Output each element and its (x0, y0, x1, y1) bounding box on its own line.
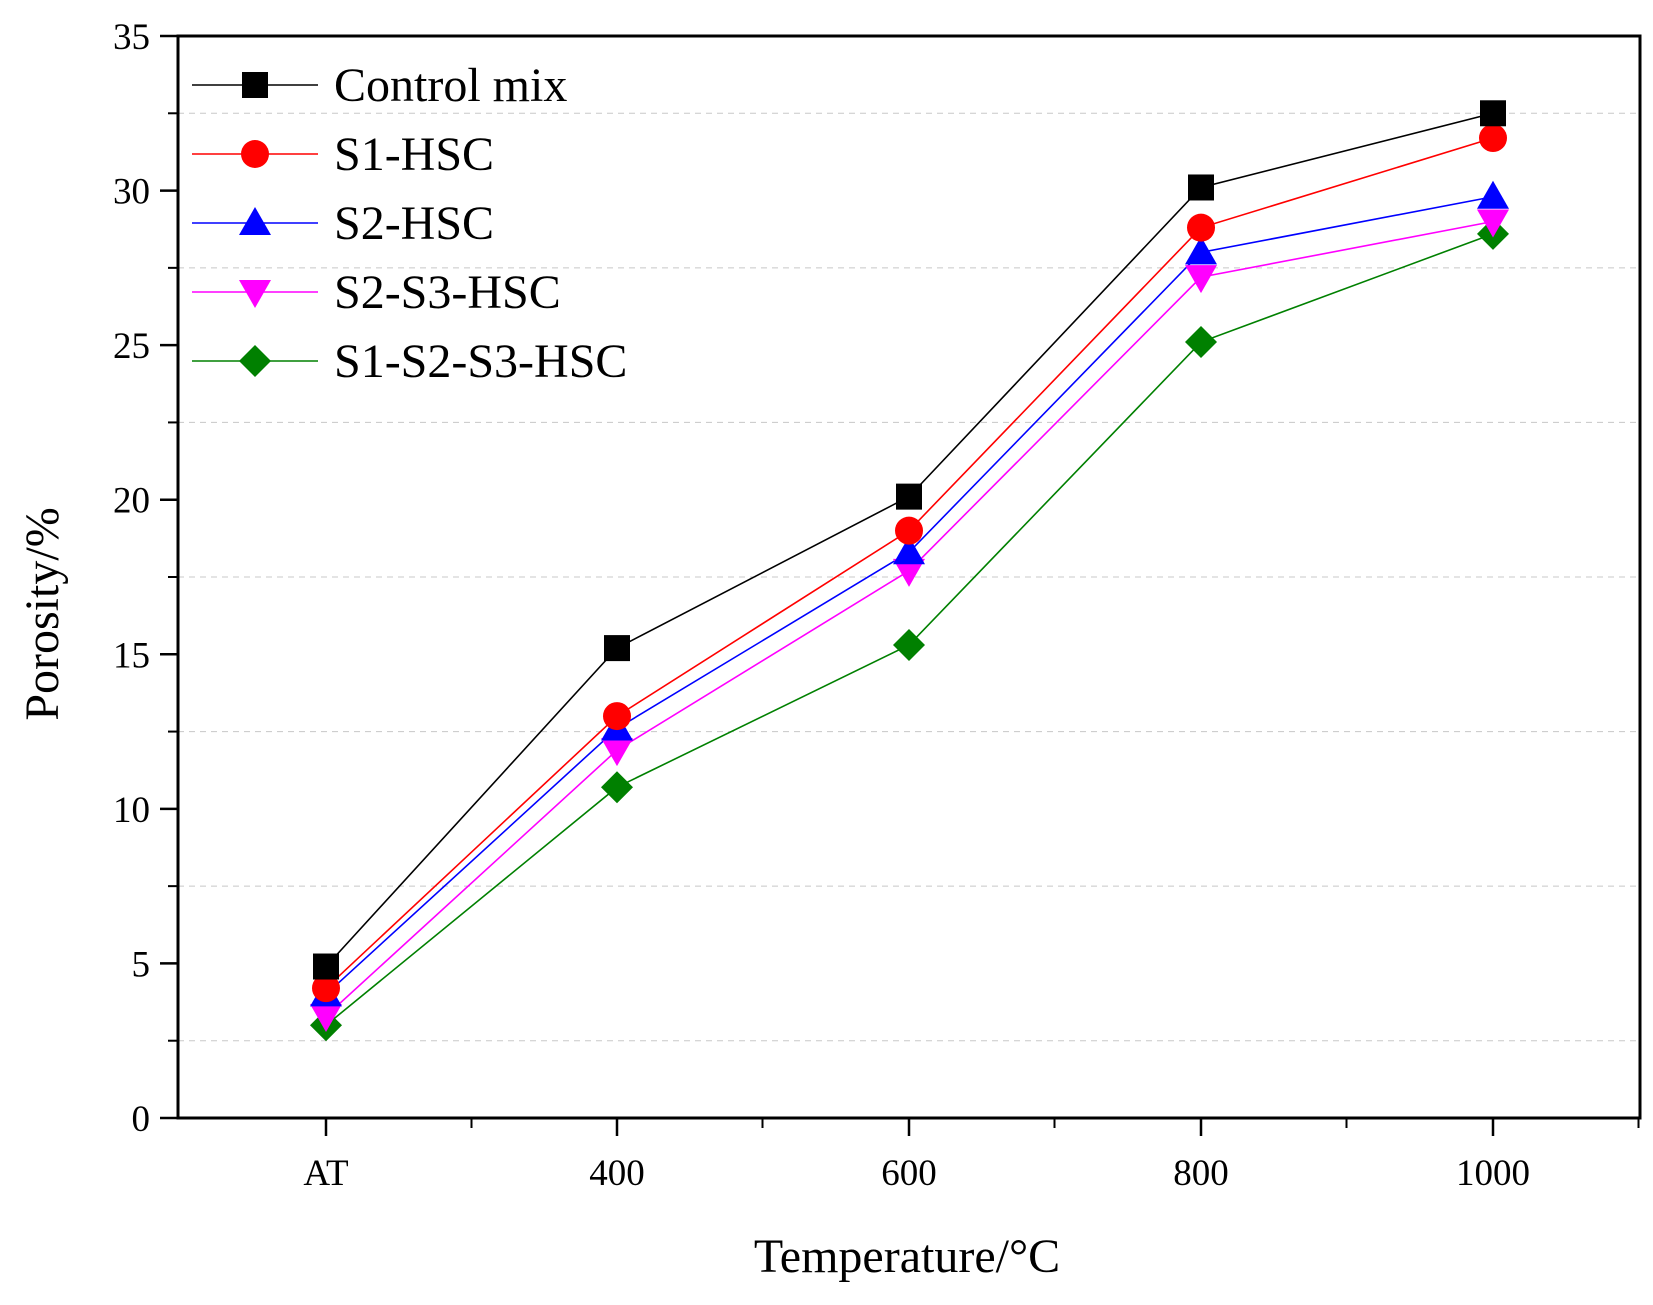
data-point (601, 771, 633, 804)
legend: Control mix S1-HSC S2-HSC S2-S3-HSC S1-S2-S3… (192, 59, 627, 388)
legend-label: S2-HSC (334, 197, 494, 250)
y-tick-label: 0 (132, 1099, 151, 1140)
legend-marker (241, 140, 269, 168)
data-point (1479, 124, 1507, 153)
data-point (893, 536, 925, 565)
data-point (893, 558, 925, 587)
data-point (1188, 174, 1214, 201)
series-group (310, 100, 1509, 1042)
y-tick-label: 20 (113, 481, 150, 522)
y-tick-label: 10 (113, 790, 150, 831)
data-point (896, 483, 922, 510)
y-tick-label: 15 (113, 635, 150, 676)
data-point (1185, 236, 1217, 265)
data-point (601, 738, 633, 767)
data-point (1480, 100, 1506, 127)
legend-label: Control mix (334, 59, 567, 112)
x-tick-label: 600 (881, 1153, 937, 1194)
y-axis-title: Porosity/% (16, 507, 69, 720)
legend-label: S1-HSC (334, 128, 494, 181)
x-tick-label: 400 (589, 1153, 645, 1194)
axes: 0 5 10 15 20 25 30 35 AT 400 600 800 1000 (113, 17, 1642, 1194)
data-point (895, 516, 923, 545)
x-tick-label: 1000 (1456, 1153, 1530, 1194)
data-point (893, 629, 925, 662)
data-point (1477, 180, 1509, 209)
legend-label: S1-S2-S3-HSC (334, 335, 627, 388)
data-point (1185, 265, 1217, 294)
y-tick-label: 5 (132, 944, 151, 985)
data-point (1187, 213, 1215, 242)
x-axis-title: Temperature/°C (754, 1230, 1060, 1283)
data-point (1185, 326, 1217, 359)
data-point (310, 1003, 342, 1032)
data-point (1477, 209, 1509, 238)
y-tick-label: 35 (113, 17, 150, 58)
y-tick-label: 25 (113, 326, 150, 367)
legend-marker (239, 207, 271, 235)
data-point (312, 974, 340, 1003)
legend-label: S2-S3-HSC (334, 266, 561, 319)
x-tick-label: AT (303, 1153, 348, 1194)
legend-marker (242, 72, 268, 98)
data-point (313, 953, 339, 980)
y-tick-label: 30 (113, 172, 150, 213)
data-point (603, 702, 631, 731)
legend-marker (239, 345, 271, 377)
legend-marker (239, 280, 271, 308)
data-point (604, 635, 630, 662)
x-tick-label: 800 (1173, 1153, 1229, 1194)
